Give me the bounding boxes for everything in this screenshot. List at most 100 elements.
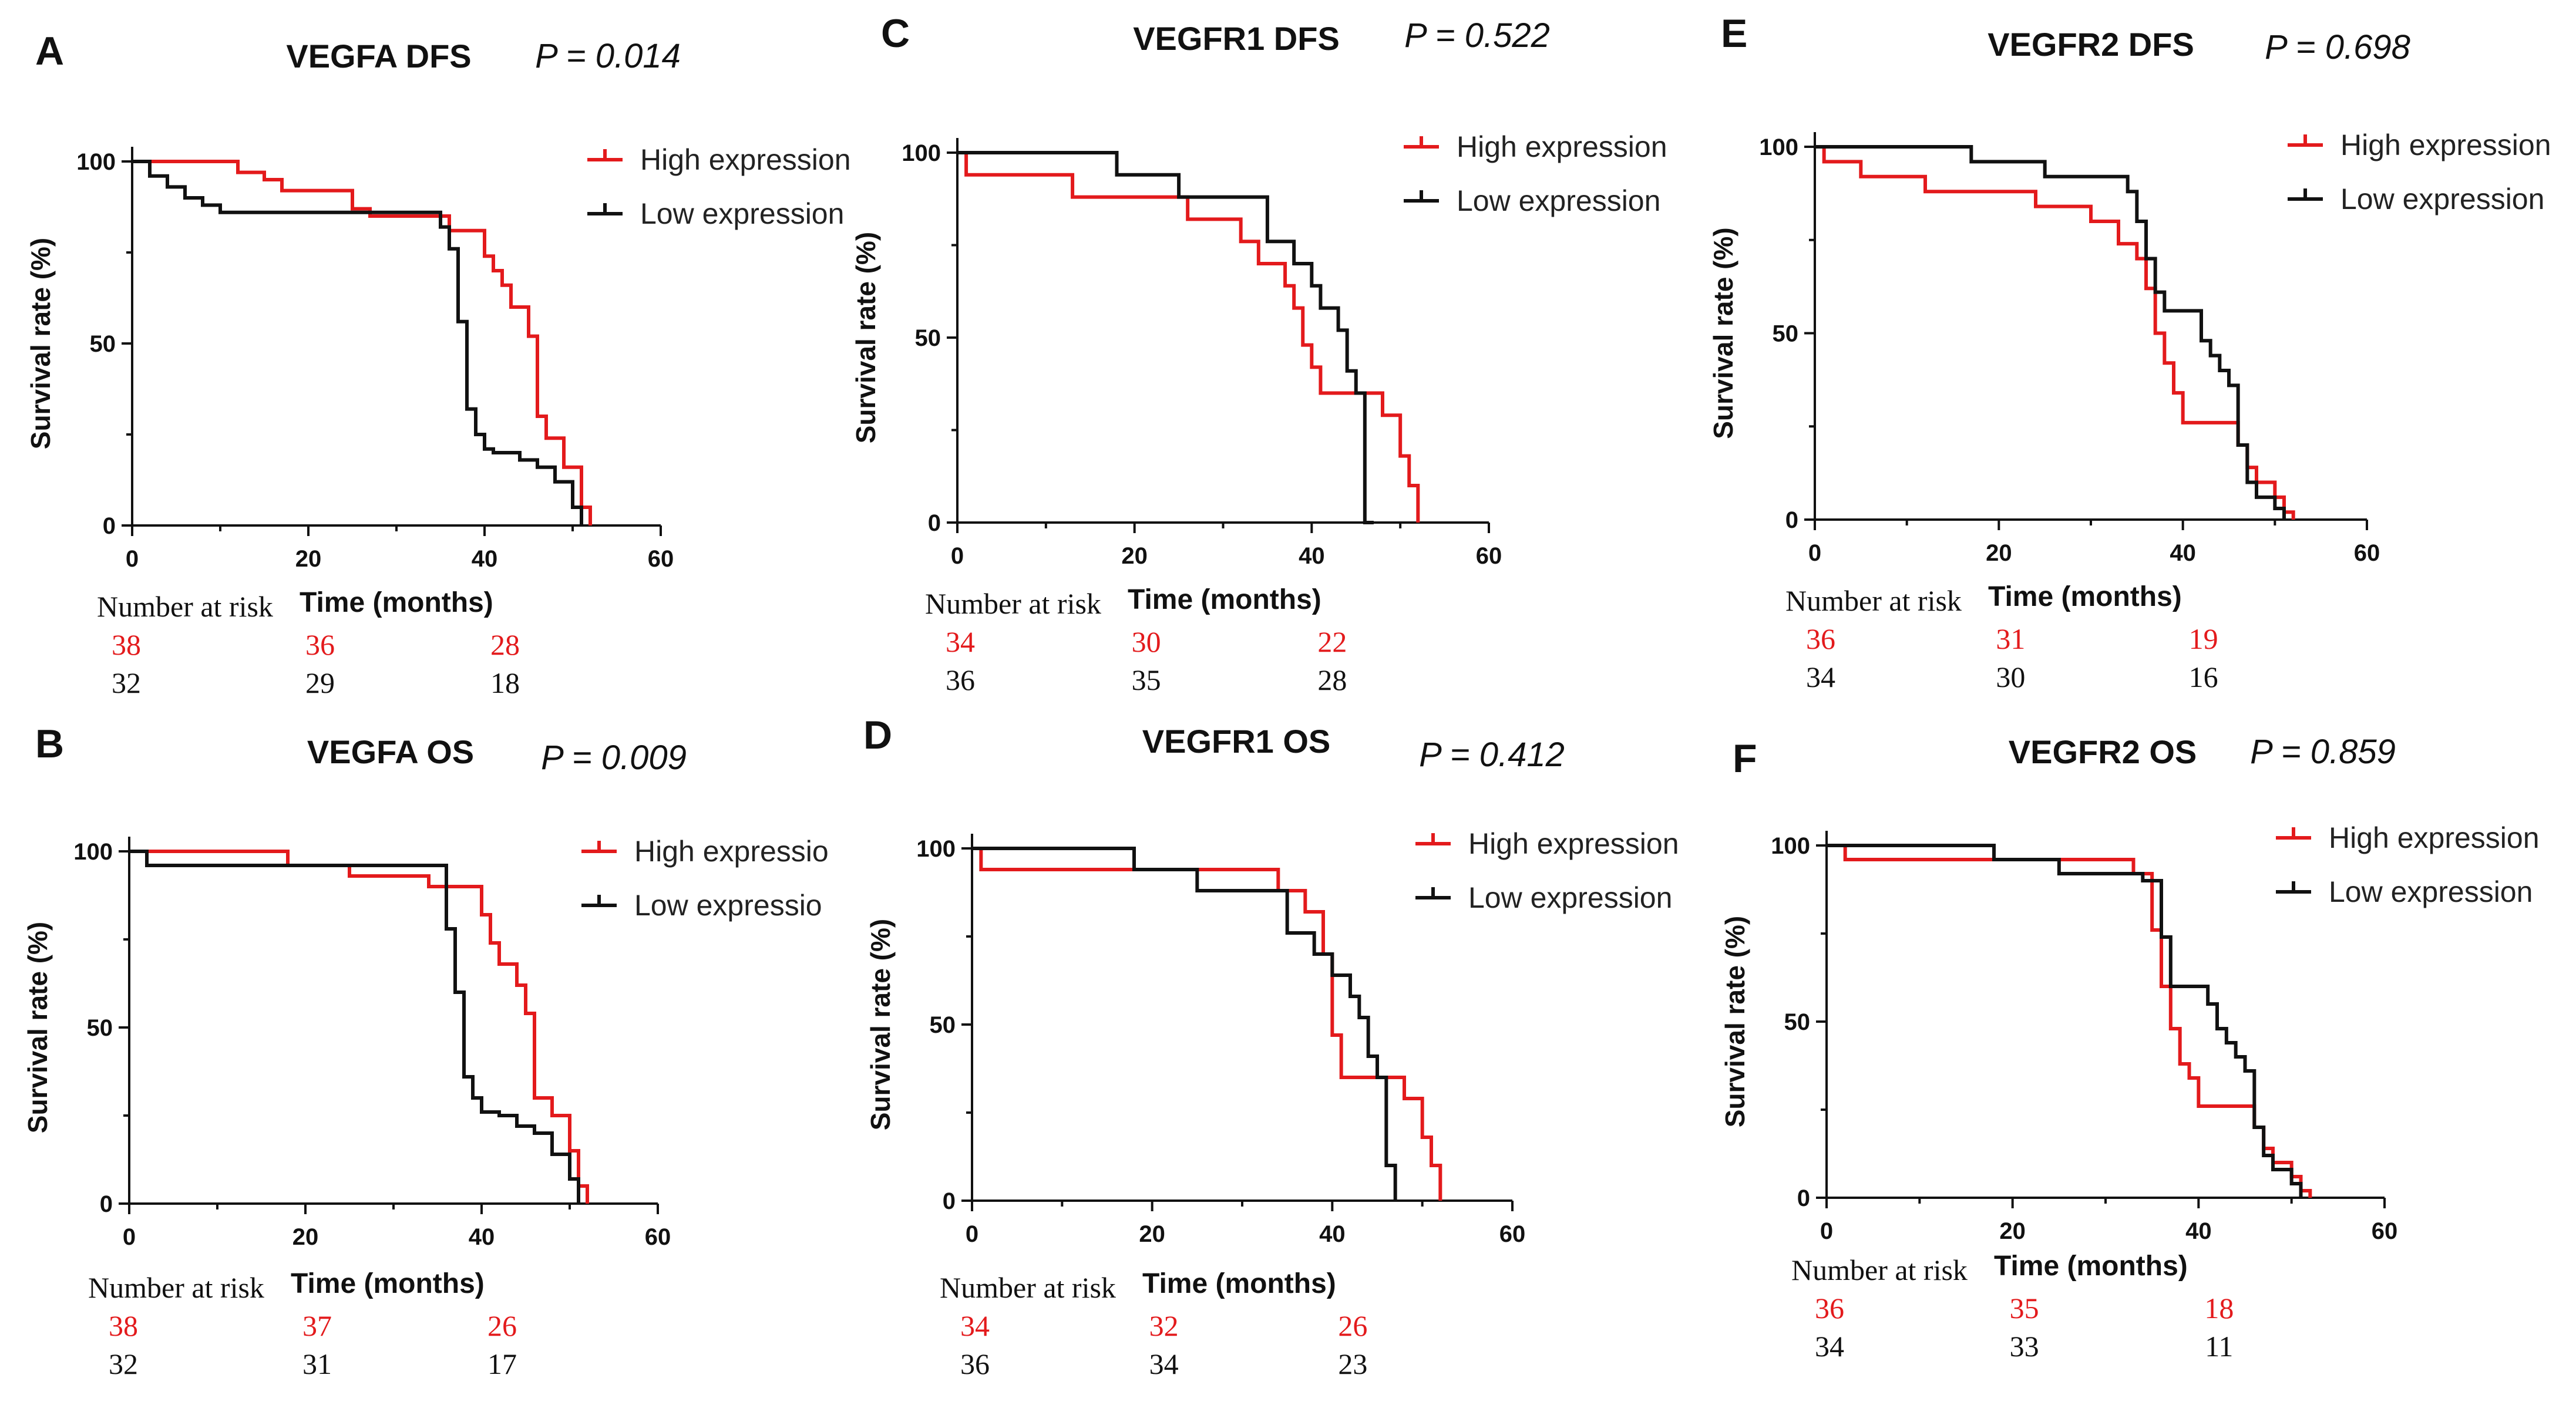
risk-count-high: 26: [487, 1309, 517, 1342]
survival-curve-high: [957, 151, 1420, 523]
x-tick-label: 20: [1139, 1221, 1165, 1247]
survival-curve-low: [132, 160, 583, 525]
number-at-risk-label: Number at risk: [940, 1271, 1116, 1304]
y-tick-label: 50: [1773, 321, 1799, 347]
legend-label: High expression: [2329, 821, 2540, 854]
survival-curve-low: [1815, 145, 2286, 520]
x-tick-label: 60: [2354, 540, 2380, 566]
risk-count-high: 28: [490, 628, 520, 661]
risk-count-low: 28: [1317, 663, 1347, 696]
number-at-risk-label: Number at risk: [97, 590, 273, 623]
y-tick-label: 0: [1785, 507, 1798, 533]
legend-label: High expression: [640, 143, 851, 176]
y-tick-label: 100: [902, 140, 941, 166]
panel-a: A VEGFA DFS P = 0.014 0 20 40 60 0 50 100 Survival…: [25, 29, 851, 699]
x-tick-label: 60: [1476, 543, 1502, 569]
p-value: P = 0.412: [1419, 736, 1565, 774]
chart-title: VEGFR2 OS: [2009, 733, 2197, 770]
x-tick-label: 0: [966, 1221, 978, 1247]
p-value: P = 0.859: [2250, 733, 2396, 771]
x-tick-label: 20: [292, 1224, 319, 1250]
risk-count-low: 36: [960, 1347, 990, 1380]
x-tick-label: 40: [472, 546, 498, 572]
survival-curve-high: [132, 160, 592, 525]
y-tick-label: 50: [930, 1012, 956, 1038]
panel-c: C VEGFR1 DFS P = 0.522 0 20 40 60 0 50 100 Surviva…: [850, 11, 1667, 696]
x-axis-label: Time (months): [1994, 1251, 2188, 1282]
survival-curve-low: [1827, 844, 2303, 1198]
survival-curve-high: [1827, 844, 2312, 1198]
number-at-risk-label: Number at risk: [925, 587, 1101, 620]
chart-title: VEGFA OS: [307, 733, 474, 770]
legend-label: Low expression: [1457, 184, 1660, 217]
risk-count-high: 26: [1338, 1309, 1367, 1342]
chart-title: VEGFR1 OS: [1142, 723, 1331, 760]
y-tick-label: 0: [943, 1188, 956, 1214]
risk-count-high: 35: [2010, 1292, 2039, 1325]
x-tick-label: 0: [1820, 1218, 1833, 1244]
x-axis-label: Time (months): [1128, 584, 1321, 615]
risk-count-low: 23: [1338, 1347, 1367, 1380]
x-tick-label: 40: [469, 1224, 495, 1250]
chart-title: VEGFR2 DFS: [1988, 26, 2194, 63]
panel-letter: D: [863, 713, 892, 757]
risk-count-low: 32: [109, 1347, 138, 1380]
x-tick-label: 20: [1121, 543, 1148, 569]
legend-label: Low expression: [640, 197, 844, 230]
number-at-risk-label: Number at risk: [1785, 584, 1962, 617]
x-tick-label: 40: [2185, 1218, 2212, 1244]
x-axis-label: Time (months): [1988, 581, 2182, 612]
x-tick-label: 20: [1986, 540, 2012, 566]
panel-letter: E: [1721, 11, 1747, 56]
risk-count-high: 37: [302, 1309, 332, 1342]
y-tick-label: 100: [1771, 833, 1810, 859]
risk-count-high: 36: [1806, 622, 1835, 655]
x-axis-label: Time (months): [300, 587, 493, 618]
panel-letter: C: [881, 11, 910, 56]
survival-curve-low: [957, 151, 1374, 524]
survival-curve-high: [1815, 145, 2295, 520]
risk-count-low: 29: [305, 666, 335, 699]
legend-label: High expression: [1457, 130, 1667, 163]
survival-curve-high: [129, 850, 589, 1204]
risk-count-low: 32: [112, 666, 141, 699]
y-tick-label: 100: [916, 836, 956, 862]
legend-label: Low expression: [1468, 881, 1672, 914]
legend-label: Low expression: [2329, 875, 2533, 908]
x-tick-label: 40: [1299, 543, 1325, 569]
y-axis-label: Survival rate (%): [22, 922, 53, 1133]
y-tick-label: 0: [928, 510, 941, 536]
y-tick-label: 0: [1797, 1185, 1810, 1211]
y-tick-label: 0: [100, 1191, 113, 1217]
number-at-risk-label: Number at risk: [1791, 1254, 1968, 1286]
risk-count-low: 18: [490, 666, 520, 699]
x-tick-label: 40: [1319, 1221, 1346, 1247]
p-value: P = 0.698: [2265, 28, 2410, 66]
risk-count-high: 38: [112, 628, 141, 661]
panel-f: F VEGFR2 OS P = 0.859 0 20 40 60 0 50 100 Survival…: [1720, 733, 2540, 1363]
legend-label: Low expression: [2340, 183, 2544, 215]
x-tick-label: 40: [2170, 540, 2196, 566]
y-tick-label: 50: [87, 1015, 113, 1041]
panel-b: B VEGFA OS P = 0.009 0 20 40 60 0 50 100 Survival …: [22, 722, 829, 1380]
survival-curve-high: [972, 847, 1442, 1201]
risk-count-high: 34: [946, 625, 975, 658]
panel-letter: F: [1733, 736, 1757, 781]
x-tick-label: 20: [1999, 1218, 2026, 1244]
x-tick-label: 0: [951, 543, 964, 569]
legend-label: High expression: [1468, 827, 1679, 860]
risk-count-low: 11: [2205, 1330, 2233, 1363]
risk-count-high: 30: [1132, 625, 1161, 658]
panel-e: E VEGFR2 DFS P = 0.698 0 20 40 60 0 50 100 Surviva…: [1708, 11, 2551, 693]
risk-count-low: 34: [1149, 1347, 1179, 1380]
risk-count-low: 35: [1132, 663, 1161, 696]
y-tick-label: 50: [915, 325, 941, 351]
x-tick-label: 0: [123, 1224, 136, 1250]
risk-count-low: 33: [2010, 1330, 2039, 1363]
risk-count-low: 34: [1806, 661, 1835, 693]
x-tick-label: 60: [2372, 1218, 2398, 1244]
x-tick-label: 20: [295, 546, 322, 572]
y-tick-label: 50: [1784, 1009, 1811, 1035]
p-value: P = 0.014: [535, 37, 681, 75]
risk-count-high: 36: [305, 628, 335, 661]
